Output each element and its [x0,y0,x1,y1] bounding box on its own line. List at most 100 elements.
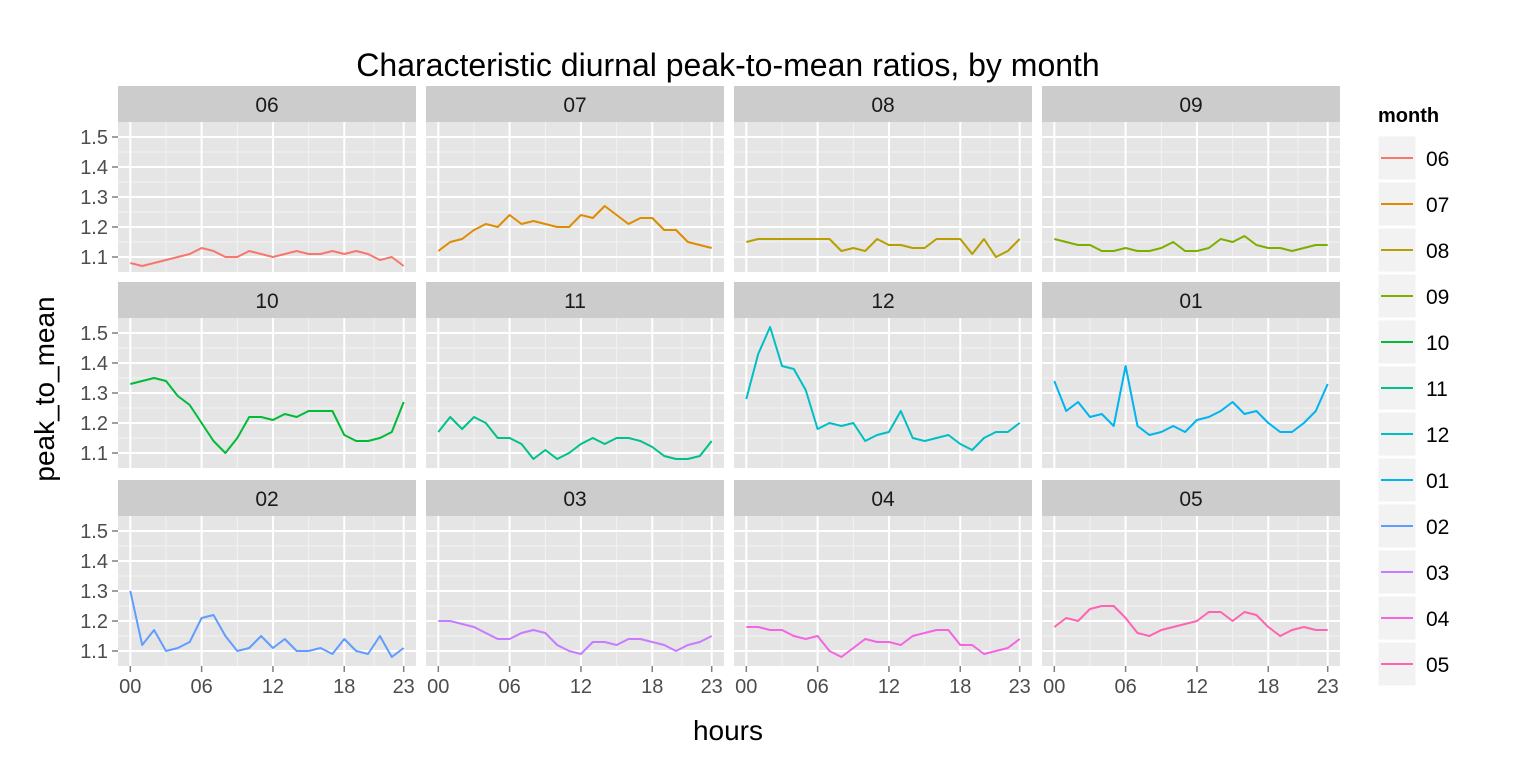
series-line-01 [1053,365,1329,436]
legend-label: 10 [1426,332,1449,355]
x-tick-label: 23 [1009,676,1031,698]
legend-item-06: 06 [1377,135,1449,181]
legend-label: 09 [1426,286,1449,309]
facet-strip [118,282,416,318]
legend-label: 12 [1426,424,1449,447]
facet-panel-12: 12 [734,282,1032,468]
series-line-09 [1054,235,1328,252]
x-tick-label: 00 [427,676,449,698]
y-axis-title: peak_to_mean [29,296,60,481]
y-tick-label: 1.3 [80,383,108,405]
legend-label: 11 [1426,378,1448,401]
y-tick-label: 1.5 [80,127,108,149]
legend-label: 06 [1426,148,1449,171]
facet-strip [734,480,1032,516]
facet-strip [1042,282,1340,318]
x-tick-label: 23 [1317,676,1339,698]
facet-strip-label: 08 [871,94,894,117]
x-tick-label: 23 [701,676,723,698]
facet-strip-label: 07 [563,94,586,117]
facet-strip [426,86,724,122]
legend: month 06 07 08 09 10 11 12 01 02 03 04 05 [1377,105,1450,687]
facet-strip [1042,86,1340,122]
y-tick-label: 1.3 [80,581,108,603]
x-tick-label: 00 [735,676,757,698]
legend-label: 05 [1426,654,1449,677]
legend-label: 04 [1426,608,1450,631]
y-tick-label: 1.1 [80,443,108,465]
y-tick-label: 1.2 [80,413,108,435]
legend-item-03: 03 [1377,549,1449,595]
x-axis-title: hours [693,715,763,746]
series-line-04 [746,626,1021,658]
facet-strip [118,480,416,516]
legend-item-04: 04 [1377,595,1450,641]
x-tick-label: 12 [262,676,284,698]
facet-panel-04: 04 [734,480,1032,666]
y-tick-label: 1.4 [80,157,108,179]
facet-strip [426,480,724,516]
y-tick-label: 1.5 [80,521,108,543]
legend-item-08: 08 [1377,227,1449,273]
x-tick-label: 12 [1186,676,1208,698]
x-tick-label: 06 [190,676,212,698]
x-tick-label: 12 [878,676,900,698]
y-tick-label: 1.4 [80,353,108,375]
facet-strip-label: 02 [255,488,278,511]
x-tick-label: 00 [1043,676,1065,698]
legend-label: 01 [1426,470,1449,493]
x-tick-label: 18 [333,676,355,698]
x-tick-label: 18 [1257,676,1279,698]
facet-strip [734,282,1032,318]
x-tick-label: 12 [570,676,592,698]
facet-panel-07: 07 [426,86,724,272]
series-line-12 [745,326,1021,451]
facet-panel-08: 08 [734,86,1032,272]
x-tick-label: 18 [949,676,971,698]
series-line-11 [437,416,713,460]
y-tick-label: 1.5 [80,323,108,345]
facet-strip [1042,480,1340,516]
facet-strip-label: 03 [563,488,586,511]
legend-item-12: 12 [1377,411,1449,457]
y-tick-label: 1.2 [80,217,108,239]
facet-strip-label: 11 [564,290,586,313]
facet-panel-02: 02 [118,480,416,666]
facet-panel-03: 03 [426,480,724,666]
legend-label: 03 [1426,562,1449,585]
legend-label: 08 [1426,240,1449,263]
facet-panel-05: 05 [1042,480,1340,666]
facet-strip-label: 10 [255,290,278,313]
x-tick-label: 06 [806,676,828,698]
series-line-02 [129,590,405,658]
facet-strip [118,86,416,122]
legend-label: 07 [1426,194,1449,217]
facet-panel-06: 06 [118,86,416,272]
facet-strip-label: 09 [1179,94,1202,117]
y-tick-label: 1.3 [80,187,108,209]
facet-strip [734,86,1032,122]
legend-label: 02 [1426,516,1449,539]
facet-strip-label: 12 [871,290,894,313]
facet-strip-label: 01 [1179,290,1202,313]
legend-item-11: 11 [1377,365,1448,411]
legend-item-05: 05 [1377,641,1449,687]
legend-item-09: 09 [1377,273,1449,319]
facet-strip-label: 05 [1179,488,1202,511]
y-tick-label: 1.4 [80,551,108,573]
series-line-06 [130,247,405,267]
facet-panels: 06 07 08 09 10 11 12 01 02 03 04 05 [118,86,1340,666]
facet-panel-11: 11 [426,282,724,468]
x-tick-label: 18 [641,676,663,698]
facet-strip-label: 06 [255,94,278,117]
x-tick-label: 00 [119,676,141,698]
facet-strip [426,282,724,318]
facet-panel-01: 01 [1042,282,1340,468]
facet-strip-label: 04 [871,488,895,511]
series-line-07 [437,205,712,252]
facet-panel-10: 10 [118,282,416,468]
x-tick-label: 06 [498,676,520,698]
facet-panel-09: 09 [1042,86,1340,272]
x-tick-label: 06 [1114,676,1136,698]
